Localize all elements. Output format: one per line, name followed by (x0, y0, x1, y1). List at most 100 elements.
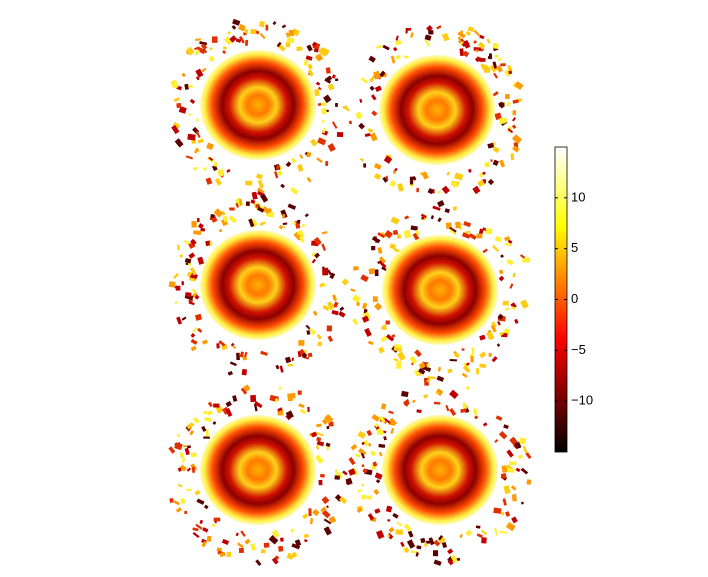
speckle (378, 415, 386, 424)
speckle (190, 338, 198, 345)
speckle (177, 244, 180, 251)
speckle (321, 509, 331, 519)
speckle (181, 72, 186, 78)
speckle (213, 208, 224, 218)
speckle (190, 333, 196, 338)
speckle (168, 281, 176, 288)
speckle (307, 69, 314, 77)
speckle (392, 170, 396, 174)
speckle (519, 254, 526, 259)
field-core (200, 50, 316, 160)
speckle (486, 330, 495, 341)
speckle (462, 365, 471, 374)
speckle (393, 358, 399, 362)
speckle (271, 557, 279, 565)
speckle (452, 206, 457, 211)
speckle (412, 232, 420, 241)
speckle (380, 335, 388, 343)
speckle (477, 179, 485, 187)
speckle (309, 138, 318, 147)
speckle (342, 105, 350, 112)
speckle (490, 159, 493, 163)
speckle (416, 187, 419, 193)
speckle (188, 252, 196, 259)
speckle (499, 530, 508, 534)
speckle (273, 171, 279, 179)
speckle (493, 507, 502, 514)
speckle (235, 38, 242, 43)
speckle (326, 301, 335, 311)
speckle (520, 501, 524, 505)
speckle (455, 221, 461, 229)
speckle (248, 218, 255, 228)
speckle (372, 296, 378, 302)
speckle (441, 541, 448, 549)
speckle (362, 302, 368, 310)
speckle (475, 49, 479, 53)
speckle (446, 171, 451, 176)
speckle (396, 361, 402, 369)
speckle (497, 57, 502, 62)
speckle (325, 67, 331, 74)
speckle (260, 548, 266, 554)
speckle (438, 535, 443, 541)
speckle (313, 48, 319, 53)
speckle (368, 268, 376, 275)
speckle (514, 441, 522, 450)
speckle (444, 208, 450, 214)
speckle (397, 183, 404, 192)
speckle (354, 453, 361, 458)
speckle (447, 559, 454, 566)
speckle (449, 227, 457, 233)
speckle (476, 533, 484, 538)
speckle (188, 301, 195, 306)
speckle (494, 54, 499, 59)
speckle (481, 529, 488, 536)
speckle (522, 257, 531, 263)
speckle (512, 110, 517, 116)
speckle (202, 48, 208, 54)
speckle (341, 278, 349, 286)
speckle (427, 187, 434, 195)
speckle (461, 372, 468, 378)
speckle (520, 467, 529, 475)
speckle (236, 352, 240, 361)
speckle (190, 238, 197, 246)
speckle (227, 370, 233, 376)
speckle (212, 421, 217, 425)
speckle (269, 394, 277, 402)
speckle (189, 422, 195, 427)
speckle (457, 31, 466, 39)
speckle (326, 325, 333, 332)
speckle (360, 452, 366, 459)
speckle (463, 362, 470, 369)
speckle (225, 408, 233, 417)
speckle (277, 407, 283, 412)
speckle (405, 27, 408, 34)
speckle (483, 68, 491, 73)
speckle (486, 38, 491, 44)
speckle (180, 497, 187, 505)
speckle (216, 343, 220, 349)
speckle (334, 475, 340, 480)
speckle (519, 437, 527, 445)
speckle (188, 113, 192, 117)
speckle (291, 551, 298, 559)
speckle (310, 431, 318, 438)
speckle (235, 202, 239, 208)
speckle (380, 403, 387, 410)
speckle (315, 431, 324, 437)
speckle (427, 376, 436, 380)
speckle (449, 389, 459, 400)
speckle (241, 369, 248, 376)
speckle (184, 258, 192, 264)
speckle (396, 234, 402, 239)
speckle (388, 410, 394, 415)
speckle (406, 539, 416, 549)
speckle (244, 351, 248, 358)
speckle (206, 535, 212, 542)
speckle (195, 523, 203, 530)
speckle (201, 425, 207, 432)
speckle (189, 267, 197, 276)
speckle (307, 406, 310, 412)
